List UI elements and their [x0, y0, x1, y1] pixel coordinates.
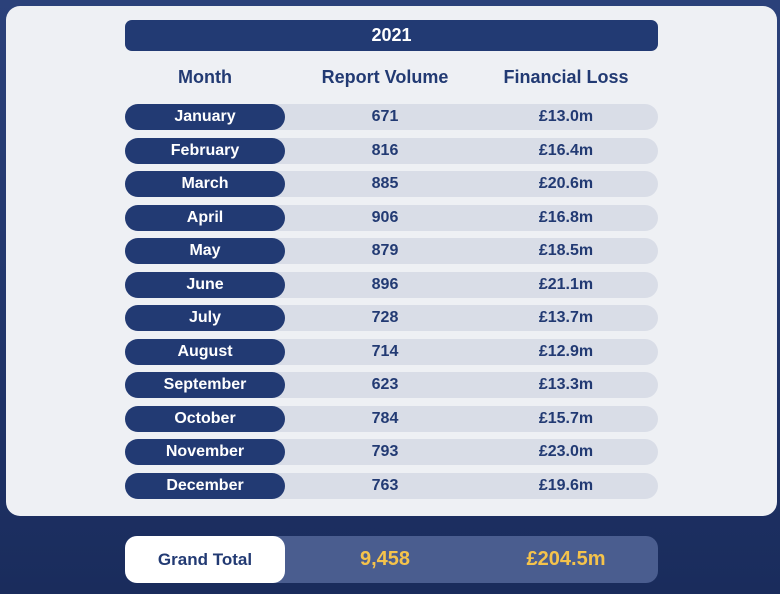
- loss-cell: £18.5m: [538, 242, 594, 259]
- table-row: October 784 £15.7m: [125, 406, 658, 432]
- month-cell: May: [125, 238, 285, 264]
- table-row: December 763 £19.6m: [125, 473, 658, 499]
- volume-cell: 793: [371, 443, 399, 460]
- loss-cell: £13.7m: [538, 309, 594, 326]
- table-row: June 896 £21.1m: [125, 272, 658, 298]
- loss-cell: £16.8m: [538, 209, 594, 226]
- table-title: 2021: [125, 20, 658, 51]
- volume-cell: 896: [371, 276, 399, 293]
- column-header-month: Month: [178, 67, 232, 87]
- grand-total-volume: 9,458: [359, 548, 411, 570]
- table-row: April 906 £16.8m: [125, 205, 658, 231]
- table-row: January 671 £13.0m: [125, 104, 658, 130]
- volume-cell: 728: [371, 309, 399, 326]
- month-cell: July: [125, 305, 285, 331]
- loss-cell: £13.0m: [538, 108, 594, 125]
- table-row: September 623 £13.3m: [125, 372, 658, 398]
- loss-cell: £16.4m: [538, 142, 594, 159]
- volume-cell: 623: [371, 376, 399, 393]
- volume-cell: 763: [371, 477, 399, 494]
- table-row: August 714 £12.9m: [125, 339, 658, 365]
- month-cell: April: [125, 205, 285, 231]
- table-row: November 793 £23.0m: [125, 439, 658, 465]
- volume-cell: 879: [371, 242, 399, 259]
- loss-cell: £20.6m: [538, 175, 594, 192]
- table-row: July 728 £13.7m: [125, 305, 658, 331]
- month-cell: October: [125, 406, 285, 432]
- grand-total-loss: £204.5m: [526, 548, 606, 570]
- loss-cell: £21.1m: [538, 276, 594, 293]
- month-cell: June: [125, 272, 285, 298]
- month-cell: March: [125, 171, 285, 197]
- column-header-volume: Report Volume: [321, 67, 449, 87]
- loss-cell: £13.3m: [538, 376, 594, 393]
- month-cell: August: [125, 339, 285, 365]
- volume-cell: 714: [371, 343, 399, 360]
- loss-cell: £19.6m: [538, 477, 594, 494]
- loss-cell: £12.9m: [538, 343, 594, 360]
- table-row: March 885 £20.6m: [125, 171, 658, 197]
- month-cell: November: [125, 439, 285, 465]
- grand-total-label: Grand Total: [125, 536, 285, 583]
- volume-cell: 784: [371, 410, 399, 427]
- month-cell: January: [125, 104, 285, 130]
- volume-cell: 671: [371, 108, 399, 125]
- volume-cell: 816: [371, 142, 399, 159]
- loss-cell: £15.7m: [538, 410, 594, 427]
- month-cell: September: [125, 372, 285, 398]
- grand-total-row: Grand Total 9,458 £204.5m: [125, 536, 658, 583]
- month-cell: December: [125, 473, 285, 499]
- month-cell: February: [125, 138, 285, 164]
- table-row: May 879 £18.5m: [125, 238, 658, 264]
- table-row: February 816 £16.4m: [125, 138, 658, 164]
- volume-cell: 906: [371, 209, 399, 226]
- loss-cell: £23.0m: [538, 443, 594, 460]
- volume-cell: 885: [371, 175, 399, 192]
- column-header-loss: Financial Loss: [503, 67, 629, 87]
